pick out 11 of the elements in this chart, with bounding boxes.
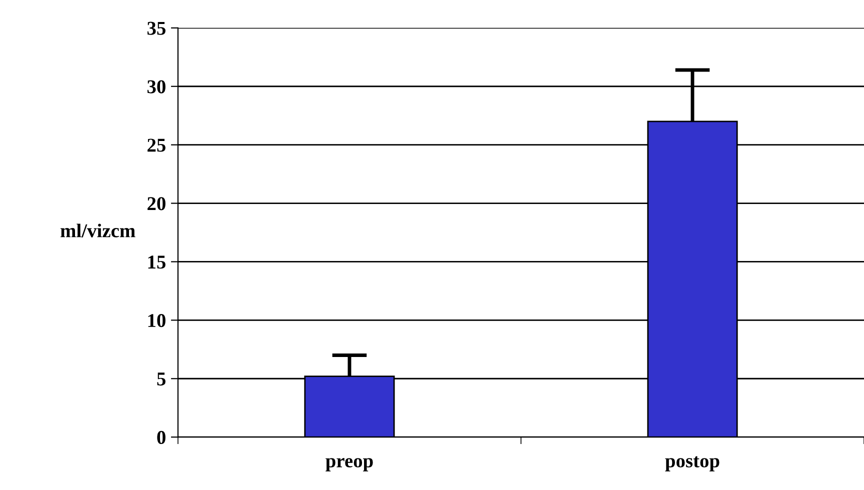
y-tick-label: 20 — [148, 197, 166, 210]
y-tick-label: 30 — [147, 80, 166, 94]
y-tick-label: 25 — [148, 138, 166, 152]
x-tick-label: preop — [326, 458, 373, 472]
y-axis-title: ml/vizcm — [60, 224, 136, 238]
y-tick-label: 5 — [157, 372, 166, 386]
y-tick-label: 35 — [147, 22, 166, 35]
y-tick-label: 0 — [157, 430, 166, 444]
y-tick-label: 15 — [148, 256, 166, 269]
x-tick-label: postop — [665, 456, 720, 472]
y-tick-label: 10 — [148, 314, 166, 328]
